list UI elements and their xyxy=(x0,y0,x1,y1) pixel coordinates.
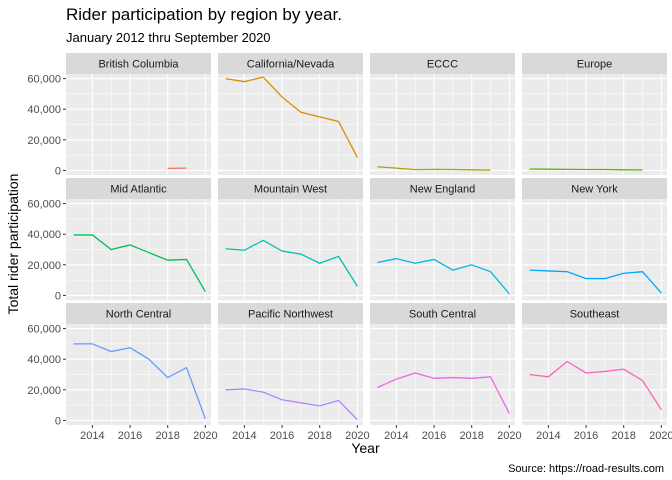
series-line xyxy=(73,234,206,292)
facet-strip xyxy=(66,303,211,324)
y-tick-label: 40,000 xyxy=(27,354,61,366)
facet-strip xyxy=(522,53,667,74)
chart-title: Rider participation by region by year. xyxy=(66,5,342,24)
facet-panels: British Columbia 0 20,000 40,000 60,000 Calif… xyxy=(27,53,672,442)
x-tick-label: 2018 xyxy=(611,430,635,442)
y-tick-label: 20,000 xyxy=(27,260,61,272)
facet-strip xyxy=(522,303,667,324)
x-tick-label: 2018 xyxy=(459,430,483,442)
facet-mid-atlantic: Mid Atlantic 0 20,000 40,000 60,000 xyxy=(27,178,211,302)
y-tick-label: 0 xyxy=(55,415,61,427)
x-tick-label: 2016 xyxy=(118,430,142,442)
x-tick-label: 2020 xyxy=(345,430,369,442)
series-line xyxy=(225,239,358,287)
x-tick-label: 2020 xyxy=(193,430,217,442)
x-tick-label: 2014 xyxy=(80,430,104,442)
x-tick-label: 2018 xyxy=(307,430,331,442)
x-tick-label: 2016 xyxy=(270,430,294,442)
facet-strip-label: North Central xyxy=(106,309,171,321)
series-line xyxy=(529,269,662,294)
facet-strip xyxy=(66,53,211,74)
y-tick-label: 20,000 xyxy=(27,135,61,147)
chart-caption: Source: https://road-results.com xyxy=(508,463,664,475)
facet-strip xyxy=(66,178,211,199)
y-tick-label: 0 xyxy=(55,290,61,302)
series-line xyxy=(73,343,206,420)
facet-strip xyxy=(522,178,667,199)
x-tick-label: 2016 xyxy=(422,430,446,442)
facet-strip-label: Europe xyxy=(577,59,612,71)
facet-south-central: South Central 2014 2016 2018 2020 xyxy=(370,303,522,442)
facet-europe: Europe xyxy=(522,53,667,175)
facet-strip-label: Southeast xyxy=(570,309,620,321)
facet-strip xyxy=(370,178,515,199)
series-line xyxy=(377,372,510,414)
series-line xyxy=(529,360,662,411)
facet-british-columbia: British Columbia 0 20,000 40,000 60,000 xyxy=(27,53,211,177)
facet-mountain-west: Mountain West xyxy=(218,178,363,300)
facet-strip-label: Pacific Northwest xyxy=(248,309,333,321)
facet-strip xyxy=(370,303,515,324)
facet-california-nevada: California/Nevada xyxy=(218,53,363,175)
y-tick-label: 20,000 xyxy=(27,385,61,397)
series-line xyxy=(529,168,643,171)
x-tick-label: 2018 xyxy=(155,430,179,442)
facet-new-england: New England xyxy=(370,178,515,300)
series-line xyxy=(377,258,510,295)
facet-strip-label: Mid Atlantic xyxy=(110,184,167,196)
x-tick-label: 2014 xyxy=(232,430,256,442)
x-tick-label: 2020 xyxy=(497,430,521,442)
facet-strip xyxy=(370,53,515,74)
facet-strip-label: New York xyxy=(571,184,618,196)
series-line xyxy=(225,388,358,421)
facet-strip-label: New England xyxy=(410,184,475,196)
facet-new-york: New York xyxy=(522,178,667,300)
x-tick-label: 2016 xyxy=(574,430,598,442)
y-tick-label: 60,000 xyxy=(27,199,61,211)
x-tick-label: 2014 xyxy=(536,430,560,442)
x-axis-title: Year xyxy=(351,440,380,456)
y-tick-label: 60,000 xyxy=(27,324,61,336)
y-tick-label: 60,000 xyxy=(27,74,61,86)
y-tick-label: 0 xyxy=(55,165,61,177)
facet-north-central: North Central 0 20,000 40,000 60,000 2014 2016… xyxy=(27,303,218,442)
facet-strip-label: South Central xyxy=(409,309,476,321)
facet-strip-label: ECCC xyxy=(427,59,458,71)
y-axis-title: Total rider participation xyxy=(5,174,21,315)
facet-strip xyxy=(218,178,363,199)
y-tick-label: 40,000 xyxy=(27,229,61,241)
facet-strip xyxy=(218,53,363,74)
series-line xyxy=(377,166,491,171)
facet-strip xyxy=(218,303,363,324)
facet-strip-label: British Columbia xyxy=(98,59,179,71)
y-tick-label: 40,000 xyxy=(27,104,61,116)
facet-strip-label: California/Nevada xyxy=(247,59,335,71)
chart-subtitle: January 2012 thru September 2020 xyxy=(66,30,271,45)
x-tick-label: 2014 xyxy=(384,430,408,442)
x-tick-label: 2020 xyxy=(649,430,672,442)
series-line xyxy=(225,76,358,158)
facet-pacific-northwest: Pacific Northwest 2014 2016 2018 2020 xyxy=(218,303,370,442)
facet-southeast: Southeast 2014 2016 2018 2020 xyxy=(522,303,672,442)
facet-strip-label: Mountain West xyxy=(254,184,327,196)
facet-eccc: ECCC xyxy=(370,53,515,175)
